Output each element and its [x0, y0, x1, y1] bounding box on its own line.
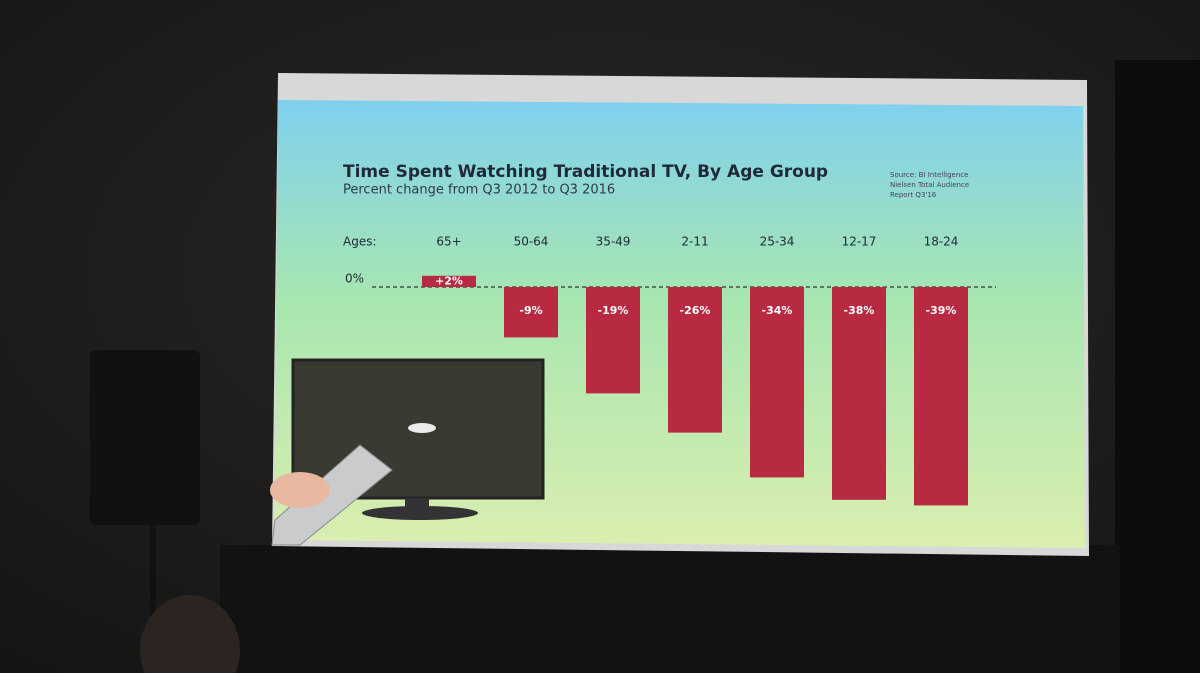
bar	[586, 287, 640, 394]
stage	[220, 545, 1120, 673]
chart-subtitle: Percent change from Q3 2012 to Q3 2016	[343, 183, 615, 198]
speaker-stand	[150, 525, 156, 625]
value-label: +2%	[435, 274, 463, 287]
audience-head	[140, 595, 240, 673]
chart-title: Time Spent Watching Traditional TV, By A…	[343, 162, 828, 182]
value-label: -39%	[926, 304, 957, 317]
source-note: Nielsen Total Audience	[890, 181, 969, 189]
value-label: -34%	[762, 304, 793, 317]
x-tick-label: 25-34	[760, 235, 795, 249]
x-tick-label: 12-17	[842, 235, 877, 249]
x-tick-label: 65+	[436, 235, 461, 249]
value-label: -38%	[844, 304, 875, 317]
x-tick-label: 18-24	[924, 235, 959, 249]
x-tick-label: 50-64	[514, 235, 549, 249]
remote-control	[271, 444, 393, 546]
x-tick-label: 2-11	[681, 235, 708, 249]
x-axis-label: Ages:	[343, 235, 377, 249]
speaker	[90, 350, 200, 525]
bar	[422, 275, 476, 287]
bar	[504, 287, 558, 338]
bar	[668, 287, 722, 433]
bar	[750, 287, 804, 478]
y-tick-label: 0%	[345, 272, 364, 286]
value-label: -19%	[598, 304, 629, 317]
bar	[914, 287, 968, 506]
value-label: -9%	[519, 304, 542, 317]
hand	[270, 472, 330, 508]
source-note: Source: BI Intelligence	[890, 171, 968, 179]
curtain	[1115, 60, 1200, 673]
x-tick-label: 35-49	[596, 235, 631, 249]
tv-base	[362, 506, 478, 520]
value-label: -26%	[680, 304, 711, 317]
bar	[832, 287, 886, 500]
tv-glare	[408, 423, 436, 433]
source-note: Report Q3'16	[890, 191, 937, 199]
